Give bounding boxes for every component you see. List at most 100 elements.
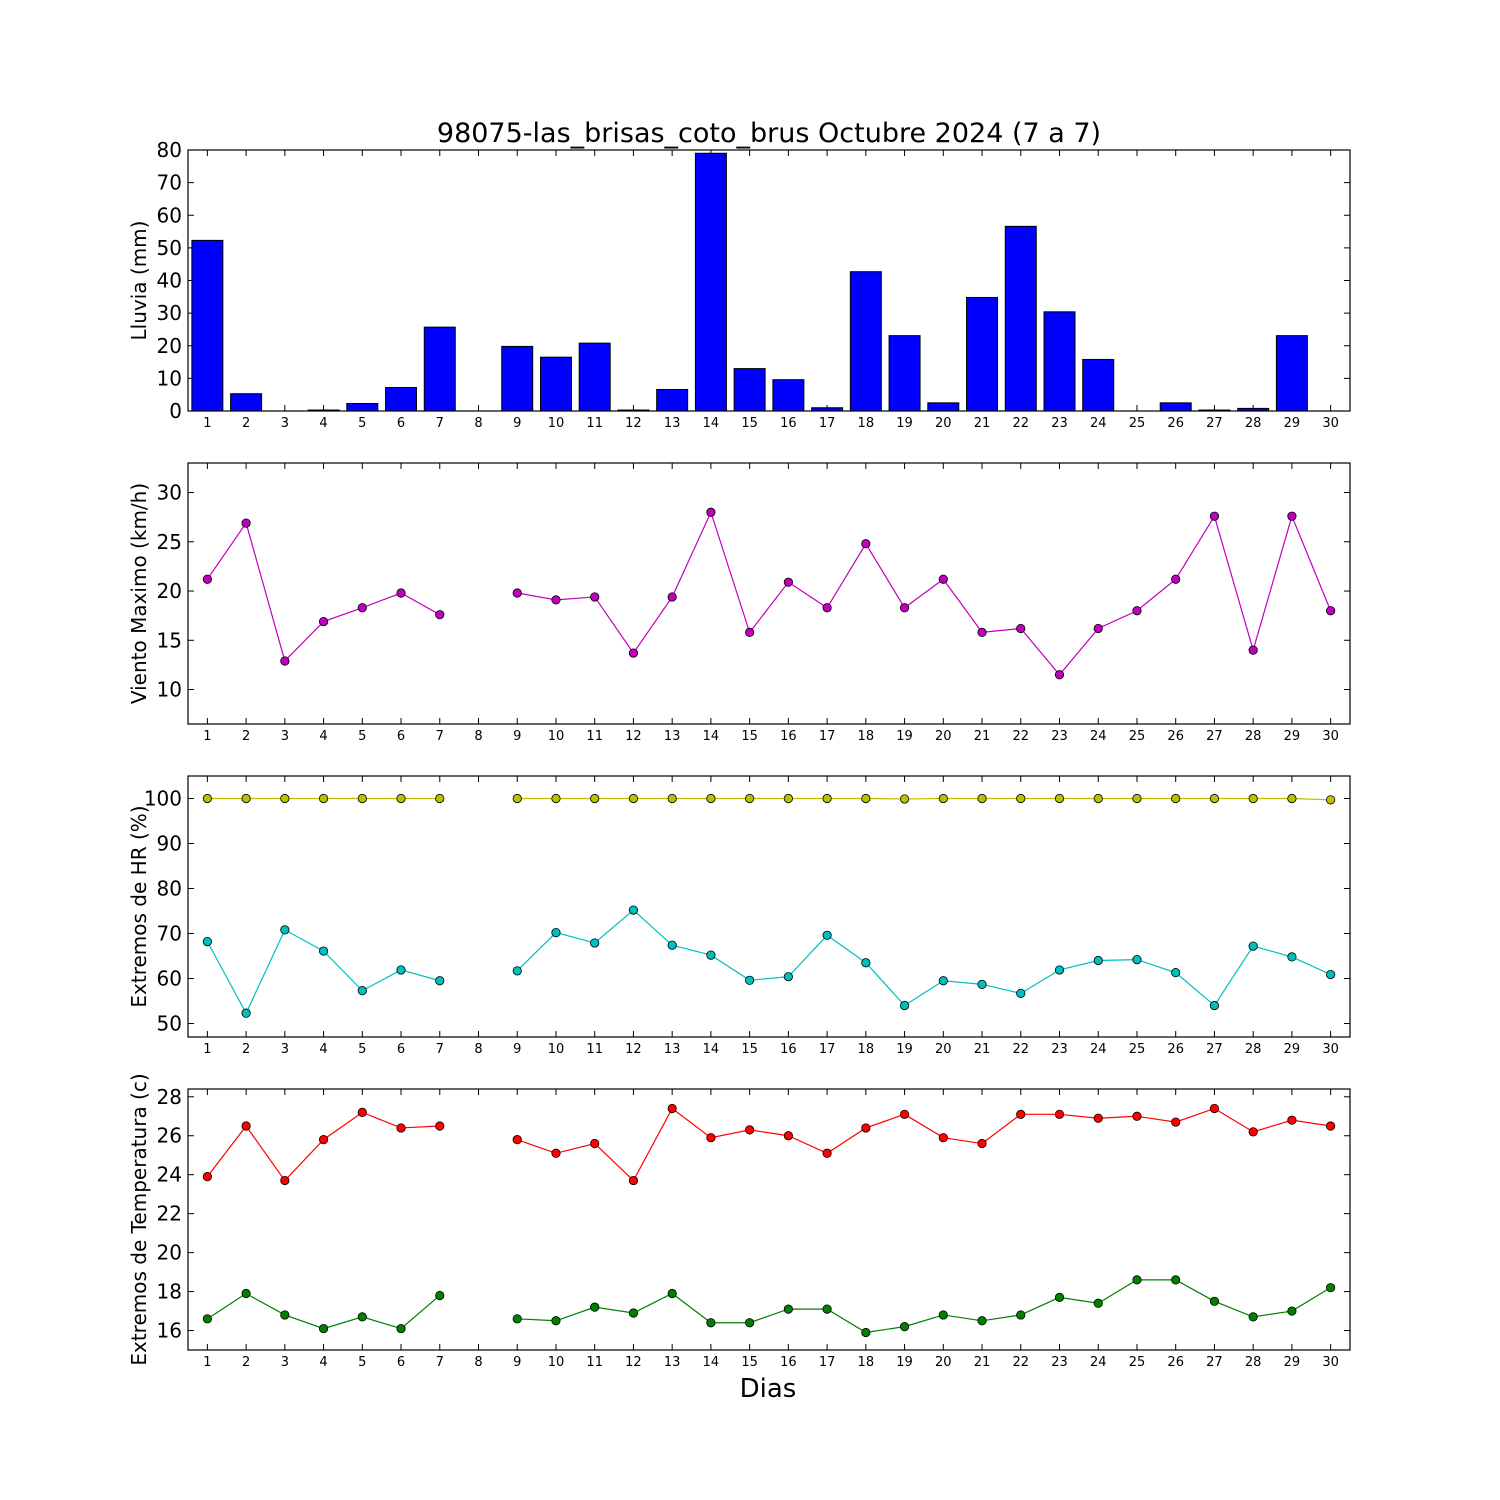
data-point-day-26 — [1171, 968, 1181, 978]
series-line-1 — [517, 510, 1332, 676]
bar-day-23 — [1043, 311, 1076, 411]
data-point-day-13 — [667, 1288, 677, 1299]
x-tick-label: 24 — [1090, 1042, 1107, 1057]
data-point-day-7 — [435, 1121, 445, 1131]
data-point-day-10 — [551, 1316, 561, 1326]
data-point-day-24 — [1093, 793, 1103, 804]
data-point-day-25 — [1132, 606, 1142, 616]
data-point-day-28 — [1248, 1312, 1258, 1322]
data-point-day-1 — [202, 1172, 212, 1182]
bar-day-24 — [1082, 358, 1115, 411]
x-tick-label: 13 — [664, 1042, 681, 1057]
x-tick-label: 4 — [319, 1355, 327, 1370]
data-point-day-22 — [1016, 988, 1026, 998]
x-tick-label: 5 — [358, 729, 366, 744]
y-tick-label: 50 — [157, 236, 182, 260]
x-tick-label: 15 — [741, 1042, 758, 1057]
bar-day-22 — [1004, 225, 1037, 411]
y-axis-label: Lluvia (mm) — [127, 221, 151, 341]
x-tick-label: 13 — [664, 1355, 681, 1370]
data-point-day-17 — [822, 1148, 832, 1158]
data-point-day-9 — [512, 793, 522, 804]
data-point-day-21 — [977, 1138, 987, 1149]
x-tick-label: 10 — [548, 1042, 565, 1057]
x-tick-label: 30 — [1322, 729, 1339, 744]
data-point-day-28 — [1248, 941, 1258, 951]
data-point-day-14 — [706, 793, 716, 804]
data-point-day-10 — [551, 1148, 561, 1158]
data-point-day-7 — [435, 610, 445, 620]
data-point-day-10 — [551, 595, 561, 605]
x-tick-label: 1 — [203, 729, 211, 744]
data-point-day-1 — [202, 793, 212, 804]
x-tick-label: 11 — [586, 729, 603, 744]
x-tick-label: 23 — [1051, 1355, 1068, 1370]
x-tick-label: 30 — [1322, 1042, 1339, 1057]
data-point-day-27 — [1209, 793, 1220, 804]
x-tick-label: 29 — [1284, 1355, 1301, 1370]
data-point-day-2 — [241, 1008, 251, 1018]
data-point-day-7 — [435, 793, 445, 804]
y-tick-label: 22 — [157, 1202, 182, 1226]
data-point-day-9 — [512, 1314, 522, 1324]
data-point-day-15 — [745, 975, 755, 985]
x-tick-label: 28 — [1245, 1042, 1262, 1057]
x-tick-label: 16 — [780, 729, 797, 744]
data-point-day-18 — [861, 958, 871, 968]
x-tick-label: 2 — [242, 729, 250, 744]
data-point-day-20 — [938, 976, 948, 986]
x-tick-label: 5 — [358, 1042, 366, 1057]
x-tick-label: 3 — [281, 729, 289, 744]
data-point-day-29 — [1287, 1115, 1297, 1125]
data-point-day-5 — [357, 793, 367, 804]
data-point-day-24 — [1093, 623, 1103, 634]
data-point-day-3 — [280, 656, 290, 666]
data-point-day-3 — [280, 1310, 290, 1320]
data-point-day-30 — [1326, 1283, 1336, 1293]
data-point-day-23 — [1054, 1292, 1065, 1303]
plot-area — [202, 1103, 1336, 1338]
data-point-day-2 — [241, 1121, 251, 1131]
x-tick-label: 23 — [1051, 416, 1068, 431]
bar-day-14 — [694, 152, 727, 411]
data-point-day-5 — [357, 1312, 367, 1322]
data-point-day-10 — [551, 927, 561, 938]
data-point-day-28 — [1248, 1127, 1258, 1137]
x-tick-label: 19 — [896, 1042, 913, 1057]
data-point-day-29 — [1287, 952, 1297, 962]
x-tick-label: 8 — [474, 1355, 482, 1370]
x-tick-label: 10 — [548, 729, 565, 744]
x-axis-label: Dias — [740, 1374, 797, 1404]
data-point-day-24 — [1093, 1298, 1103, 1308]
data-point-day-30 — [1326, 1121, 1336, 1131]
data-point-day-15 — [745, 1318, 755, 1328]
bar-day-20 — [927, 402, 960, 411]
y-tick-label: 20 — [157, 334, 182, 358]
bar-day-10 — [539, 356, 572, 411]
data-point-day-11 — [590, 592, 600, 602]
data-point-day-19 — [899, 603, 910, 613]
x-tick-label: 14 — [703, 729, 720, 744]
data-point-day-21 — [977, 627, 987, 638]
data-point-day-11 — [590, 1138, 600, 1149]
data-point-day-21 — [977, 1316, 987, 1326]
y-tick-label: 70 — [157, 171, 182, 195]
data-point-day-6 — [396, 588, 406, 598]
bar-day-11 — [578, 342, 611, 411]
data-point-day-6 — [396, 965, 406, 975]
data-point-day-15 — [745, 1125, 755, 1135]
x-tick-label: 18 — [858, 729, 875, 744]
x-tick-label: 2 — [242, 1042, 250, 1057]
data-point-day-25 — [1132, 954, 1142, 965]
x-tick-label: 21 — [974, 416, 991, 431]
x-tick-label: 3 — [281, 1042, 289, 1057]
data-point-day-24 — [1093, 955, 1103, 966]
bar-day-2 — [230, 393, 263, 411]
data-point-day-23 — [1054, 670, 1065, 680]
x-tick-label: 9 — [513, 1355, 521, 1370]
y-axis-label: Extremos de HR (%) — [127, 805, 151, 1007]
data-point-day-30 — [1326, 969, 1336, 980]
